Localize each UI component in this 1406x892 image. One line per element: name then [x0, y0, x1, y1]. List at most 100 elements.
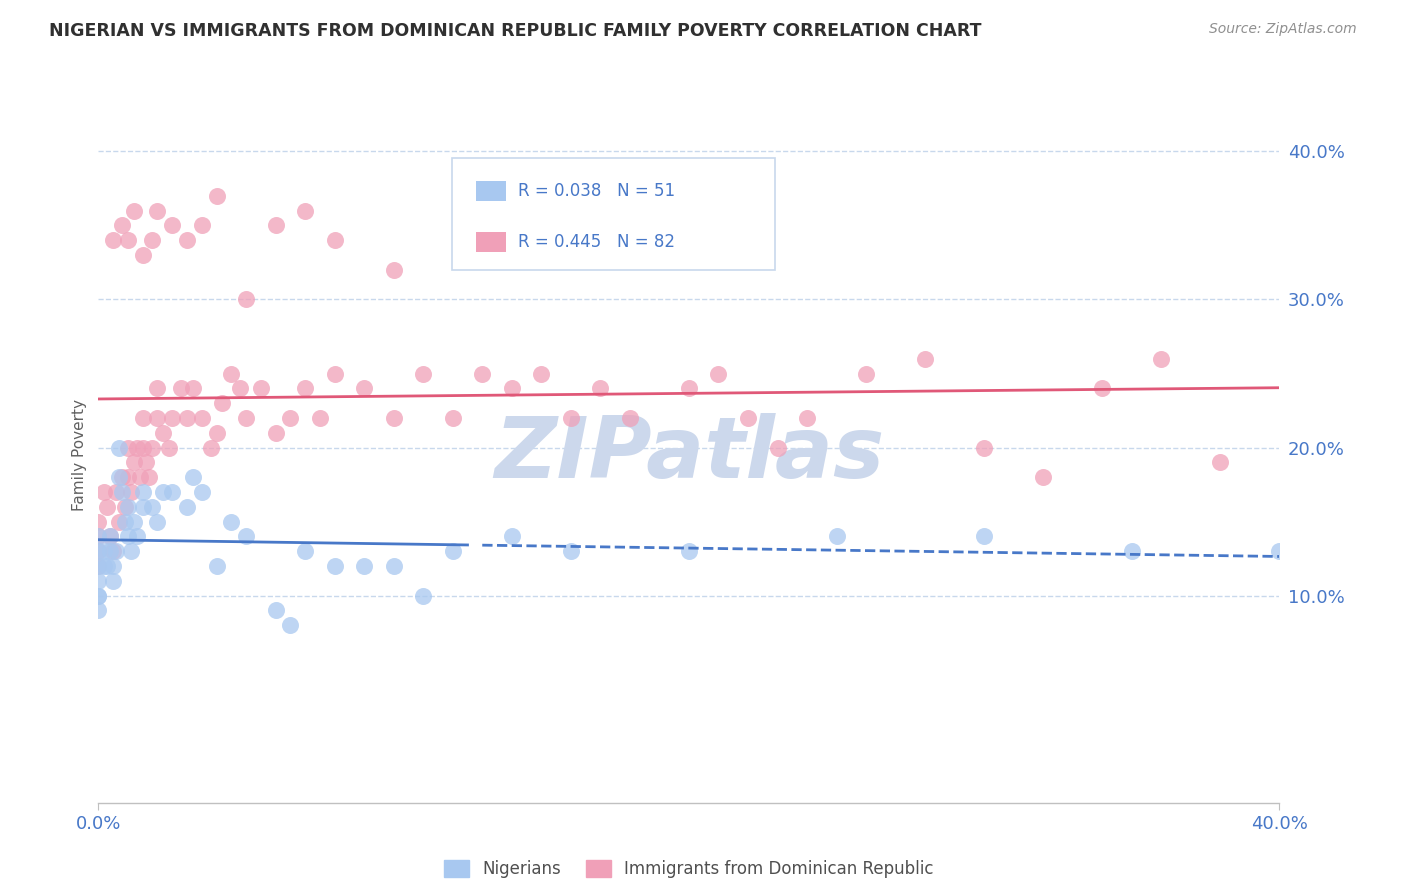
Point	[191, 411, 214, 425]
Point	[108, 515, 131, 529]
Point	[1091, 381, 1114, 395]
Point	[93, 558, 115, 573]
Point	[96, 500, 118, 514]
Point	[108, 470, 131, 484]
Point	[98, 529, 121, 543]
Point	[219, 515, 242, 529]
Point	[125, 529, 148, 543]
Point	[1268, 544, 1291, 558]
Point	[132, 248, 155, 262]
Point	[128, 470, 150, 484]
Point	[264, 425, 287, 440]
Point	[205, 189, 228, 203]
Point	[87, 515, 110, 529]
Point	[530, 367, 553, 381]
Point	[973, 441, 995, 455]
Point	[87, 529, 110, 543]
Point	[1121, 544, 1143, 558]
Point	[98, 529, 121, 543]
Point	[111, 470, 134, 484]
Point	[141, 441, 163, 455]
Point	[135, 455, 157, 469]
Point	[825, 529, 848, 543]
Point	[278, 618, 302, 632]
Point	[176, 500, 198, 514]
Point	[353, 558, 375, 573]
Point	[162, 484, 183, 499]
Point	[294, 544, 316, 558]
Point	[294, 381, 316, 395]
Point	[235, 293, 257, 307]
Point	[87, 603, 110, 617]
Point	[138, 470, 160, 484]
Point	[122, 455, 145, 469]
Text: Source: ZipAtlas.com: Source: ZipAtlas.com	[1209, 22, 1357, 37]
Point	[162, 411, 183, 425]
Point	[93, 484, 115, 499]
Point	[114, 500, 136, 514]
Point	[471, 367, 494, 381]
Point	[132, 484, 155, 499]
Point	[200, 441, 222, 455]
Point	[1032, 470, 1054, 484]
Point	[264, 603, 287, 617]
Point	[278, 411, 302, 425]
Point	[176, 233, 198, 247]
Point	[501, 381, 523, 395]
Point	[132, 500, 155, 514]
Point	[914, 351, 936, 366]
Point	[170, 381, 193, 395]
Point	[589, 381, 612, 395]
Point	[737, 411, 759, 425]
Point	[181, 470, 204, 484]
Text: ZIPatlas: ZIPatlas	[494, 413, 884, 497]
Point	[205, 425, 228, 440]
Point	[105, 484, 128, 499]
Point	[157, 441, 180, 455]
Point	[412, 589, 434, 603]
Point	[294, 203, 316, 218]
Point	[146, 515, 169, 529]
Point	[132, 441, 155, 455]
Point	[117, 470, 139, 484]
Legend: Nigerians, Immigrants from Dominican Republic: Nigerians, Immigrants from Dominican Rep…	[437, 854, 941, 885]
Point	[205, 558, 228, 573]
Point	[152, 425, 174, 440]
Point	[87, 544, 110, 558]
Point	[560, 544, 582, 558]
Point	[323, 558, 346, 573]
Point	[125, 441, 148, 455]
Point	[141, 500, 163, 514]
Point	[766, 441, 789, 455]
Point	[181, 381, 204, 395]
Point	[98, 544, 121, 558]
Point	[117, 529, 139, 543]
Point	[678, 544, 700, 558]
Point	[93, 544, 115, 558]
Point	[323, 367, 346, 381]
Point	[111, 219, 134, 233]
Point	[382, 411, 405, 425]
Point	[235, 529, 257, 543]
Point	[96, 558, 118, 573]
Point	[796, 411, 818, 425]
Point	[211, 396, 233, 410]
Point	[707, 367, 730, 381]
Point	[191, 219, 214, 233]
Point	[132, 411, 155, 425]
Point	[152, 484, 174, 499]
Point	[191, 484, 214, 499]
Text: R = 0.445   N = 82: R = 0.445 N = 82	[517, 233, 675, 252]
Point	[87, 558, 110, 573]
Text: R = 0.038   N = 51: R = 0.038 N = 51	[517, 182, 675, 200]
Point	[1150, 351, 1173, 366]
Point	[87, 544, 110, 558]
Point	[264, 219, 287, 233]
Point	[162, 219, 183, 233]
Text: NIGERIAN VS IMMIGRANTS FROM DOMINICAN REPUBLIC FAMILY POVERTY CORRELATION CHART: NIGERIAN VS IMMIGRANTS FROM DOMINICAN RE…	[49, 22, 981, 40]
Point	[323, 233, 346, 247]
Point	[973, 529, 995, 543]
Point	[87, 589, 110, 603]
Point	[103, 558, 125, 573]
Point	[855, 367, 877, 381]
